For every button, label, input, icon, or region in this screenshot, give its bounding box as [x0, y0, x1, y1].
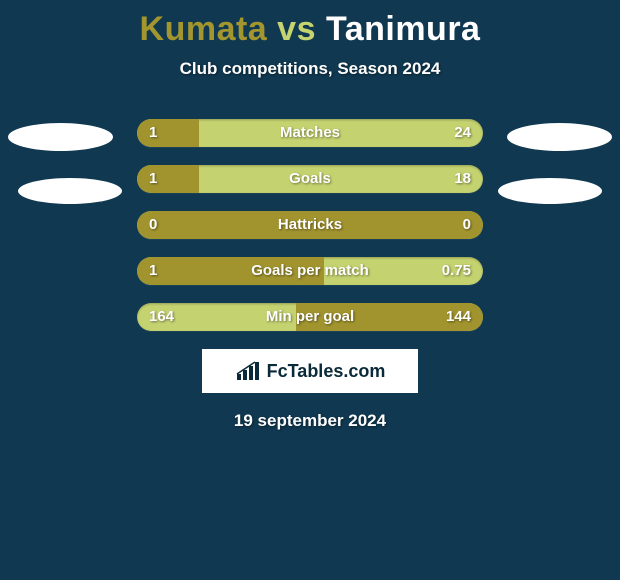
stat-bar: 10.75Goals per match — [137, 257, 483, 285]
player2-avatar-placeholder — [498, 178, 602, 204]
stat-bar: 00Hattricks — [137, 211, 483, 239]
stat-label: Min per goal — [137, 303, 483, 331]
stat-label: Hattricks — [137, 211, 483, 239]
stat-label: Matches — [137, 119, 483, 147]
player2-name: Tanimura — [326, 10, 481, 48]
source-logo-text: FcTables.com — [267, 361, 386, 382]
player1-name: Kumata — [140, 10, 268, 48]
source-logo: FcTables.com — [202, 349, 418, 393]
comparison-bars: 124Matches 118Goals 00Hattricks 10.75Goals … — [137, 119, 483, 331]
subtitle: Club competitions, Season 2024 — [0, 59, 620, 79]
player2-avatar-placeholder — [507, 123, 612, 151]
stat-label: Goals per match — [137, 257, 483, 285]
stat-bar: 124Matches — [137, 119, 483, 147]
stat-bar: 118Goals — [137, 165, 483, 193]
page-title: Kumata vs Tanimura — [0, 0, 620, 49]
stat-label: Goals — [137, 165, 483, 193]
snapshot-date: 19 september 2024 — [0, 411, 620, 431]
vs-text: vs — [277, 10, 316, 48]
bar-chart-icon — [235, 360, 261, 382]
stat-bar: 164144Min per goal — [137, 303, 483, 331]
player1-avatar-placeholder — [8, 123, 113, 151]
player1-avatar-placeholder — [18, 178, 122, 204]
